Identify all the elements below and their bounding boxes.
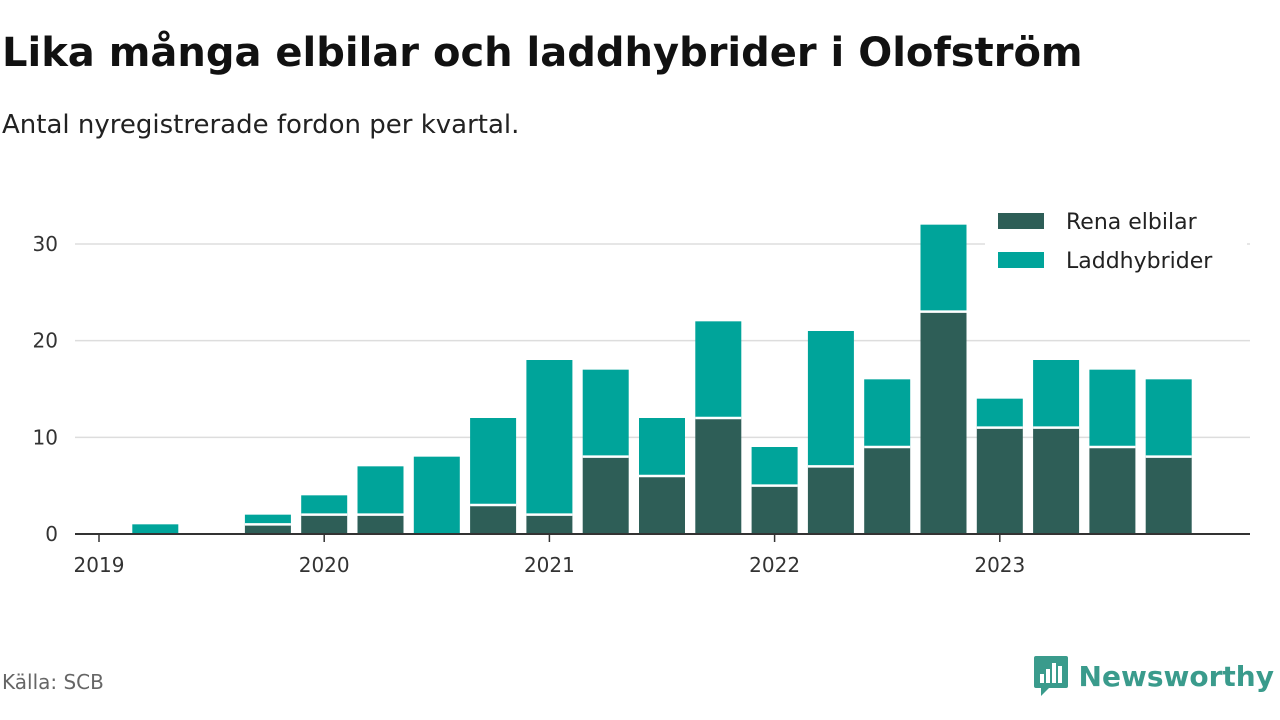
y-tick-label: 20 [33, 329, 58, 353]
bar-rena-elbilar [582, 456, 629, 534]
legend-swatch [998, 213, 1044, 229]
bar-rena-elbilar [357, 514, 404, 534]
bar-rena-elbilar [695, 418, 742, 534]
bar-laddhybrider [695, 321, 742, 418]
bar-rena-elbilar [470, 505, 517, 534]
bar-laddhybrider [526, 360, 573, 515]
x-tick-label: 2022 [749, 553, 800, 577]
bar-laddhybrider [244, 514, 291, 525]
bar-rena-elbilar [1033, 427, 1080, 534]
bar-rena-elbilar [301, 514, 348, 534]
x-tick-label: 2021 [524, 553, 575, 577]
bar-laddhybrider [807, 331, 854, 467]
bar-laddhybrider [301, 495, 348, 515]
bar-rena-elbilar [920, 311, 967, 534]
bar-laddhybrider [582, 369, 629, 457]
bar-rena-elbilar [751, 485, 798, 534]
legend-label: Laddhybrider [1066, 249, 1213, 274]
brand-name: Newsworthy [1078, 659, 1274, 693]
legend: Rena elbilar Laddhybrider [985, 203, 1247, 283]
bar-rena-elbilar [1145, 456, 1192, 534]
chart-title: Lika många elbilar och laddhybrider i Ol… [2, 30, 1083, 76]
x-tick-label: 2019 [74, 553, 125, 577]
bar-rena-elbilar [639, 476, 685, 534]
bar-laddhybrider [976, 398, 1023, 428]
brand-logo[interactable]: Newsworthy [1033, 654, 1274, 698]
bar-laddhybrider [470, 418, 517, 505]
bar-rena-elbilar [976, 427, 1023, 534]
bar-rena-elbilar [1089, 447, 1136, 534]
newsworthy-logo-icon [1033, 656, 1068, 696]
bar-laddhybrider [413, 456, 460, 534]
bar-laddhybrider [1033, 360, 1080, 428]
x-tick-label: 2020 [299, 553, 350, 577]
y-tick-label: 0 [45, 522, 58, 546]
y-tick-label: 10 [33, 425, 58, 449]
bar-rena-elbilar [807, 466, 854, 534]
x-tick-label: 2023 [974, 553, 1025, 577]
bar-laddhybrider [639, 418, 685, 476]
y-tick-label: 30 [33, 232, 58, 256]
bar-laddhybrider [1145, 379, 1192, 457]
bar-laddhybrider [132, 524, 179, 534]
bar-laddhybrider [864, 379, 911, 447]
source-note: Källa: SCB [2, 670, 104, 694]
axes: 0 10 20 30 2019 2020 2021 2022 2023 [33, 232, 1250, 577]
chart-subtitle: Antal nyregistrerade fordon per kvartal. [2, 110, 520, 140]
bar-laddhybrider [920, 224, 967, 312]
legend-label: Rena elbilar [1066, 210, 1198, 235]
bar-rena-elbilar [526, 514, 573, 534]
bar-rena-elbilar [864, 447, 911, 534]
bar-laddhybrider [1089, 369, 1136, 447]
bars [132, 224, 1192, 534]
bar-laddhybrider [357, 466, 404, 515]
bar-rena-elbilar [244, 524, 291, 534]
legend-swatch [998, 252, 1044, 268]
bar-laddhybrider [751, 447, 798, 486]
